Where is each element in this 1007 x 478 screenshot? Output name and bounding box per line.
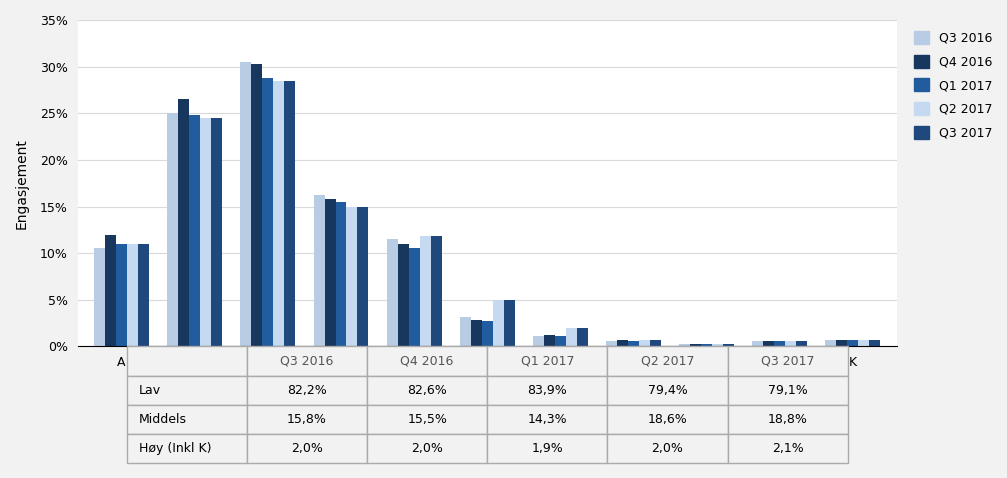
Bar <box>409 249 420 347</box>
Bar <box>398 244 409 347</box>
Bar <box>263 78 273 347</box>
Bar <box>533 336 544 347</box>
Bar <box>273 81 284 347</box>
Y-axis label: Engasjement: Engasjement <box>15 138 29 228</box>
Bar <box>566 328 577 347</box>
Bar <box>324 199 335 347</box>
Bar <box>763 341 774 347</box>
Bar <box>712 344 723 347</box>
Bar <box>346 206 357 347</box>
Bar <box>335 202 346 347</box>
Bar <box>617 340 628 347</box>
Bar <box>544 335 555 347</box>
Bar <box>189 115 200 347</box>
Bar <box>797 341 808 347</box>
Bar <box>650 340 661 347</box>
Bar <box>690 344 701 347</box>
Bar <box>211 118 223 347</box>
Legend: Q3 2016, Q4 2016, Q1 2017, Q2 2017, Q3 2017: Q3 2016, Q4 2016, Q1 2017, Q2 2017, Q3 2… <box>908 26 997 144</box>
Bar <box>471 320 481 347</box>
Bar <box>116 244 127 347</box>
Bar <box>577 328 588 347</box>
Bar <box>869 340 880 347</box>
Bar <box>723 344 734 347</box>
Bar <box>752 341 763 347</box>
Bar <box>460 316 471 347</box>
Bar <box>95 249 105 347</box>
Bar <box>492 300 504 347</box>
Bar <box>628 341 639 347</box>
Bar <box>481 321 492 347</box>
Bar <box>420 236 431 347</box>
Bar <box>138 244 149 347</box>
Bar <box>127 244 138 347</box>
Bar <box>431 236 441 347</box>
Bar <box>826 340 837 347</box>
Bar <box>313 196 324 347</box>
Bar <box>774 341 785 347</box>
Bar <box>387 239 398 347</box>
Bar <box>284 81 295 347</box>
Bar <box>200 118 211 347</box>
Bar <box>701 344 712 347</box>
Bar <box>606 341 617 347</box>
Bar <box>837 340 848 347</box>
Bar <box>680 344 690 347</box>
Bar <box>105 235 116 347</box>
Bar <box>178 99 189 347</box>
Bar <box>241 62 252 347</box>
Bar <box>785 341 797 347</box>
Bar <box>504 300 515 347</box>
Bar <box>639 340 650 347</box>
Bar <box>357 206 369 347</box>
Bar <box>858 340 869 347</box>
Bar <box>555 336 566 347</box>
Bar <box>167 113 178 347</box>
Bar <box>252 64 263 347</box>
Bar <box>848 340 858 347</box>
